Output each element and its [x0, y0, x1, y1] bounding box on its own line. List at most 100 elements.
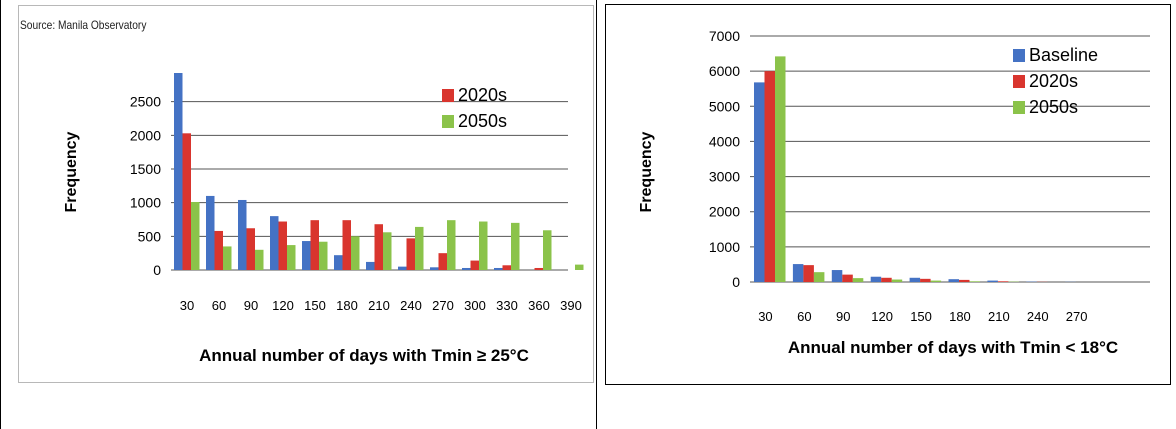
bar-2050s-390	[575, 264, 584, 270]
bar-2020s-60	[214, 230, 223, 270]
legend-label-2020s: 2020s	[458, 85, 507, 105]
x-tick-label: 30	[180, 298, 194, 313]
bar-baseline-60	[792, 264, 804, 282]
bar-baseline-150	[302, 241, 311, 270]
left-panel-border	[0, 0, 597, 429]
bar-2020s-210	[374, 224, 383, 270]
legend-label-2050s: 2050s	[458, 111, 507, 131]
y-axis-label: Frequency	[638, 131, 655, 212]
x-tick-label: 90	[836, 309, 850, 324]
y-tick-label: 7000	[709, 28, 740, 44]
bar-baseline-300	[462, 267, 471, 270]
bar-2020s-210	[997, 281, 1009, 282]
bar-baseline-30	[754, 82, 765, 282]
bar-baseline-210	[987, 280, 998, 282]
y-tick-label: 2000	[709, 204, 740, 220]
y-tick-label: 500	[138, 228, 162, 244]
legend-swatch-2020s	[1013, 75, 1025, 88]
bar-baseline-120	[870, 276, 882, 282]
x-axis-label: Annual number of days with Tmin ≥ 25°C	[199, 346, 529, 365]
x-tick-label: 210	[988, 309, 1010, 324]
x-tick-label: 270	[1066, 309, 1088, 324]
left-chart-frame	[18, 5, 594, 383]
y-axis-label: Frequency	[63, 131, 80, 212]
y-tick-label: 2500	[130, 94, 161, 110]
bar-2050s-150	[319, 241, 328, 270]
bar-2050s-60	[223, 246, 232, 270]
y-tick-label: 4000	[709, 133, 740, 149]
x-tick-label: 120	[272, 298, 294, 313]
legend-swatch-2050s	[1013, 101, 1025, 114]
x-tick-label: 240	[1027, 309, 1049, 324]
x-tick-label: 360	[528, 298, 550, 313]
bar-2050s-240	[415, 226, 424, 270]
y-tick-label: 3000	[709, 169, 740, 185]
bar-2020s-270	[438, 253, 447, 270]
bar-baseline-330	[494, 267, 503, 270]
bar-2050s-120	[287, 245, 296, 270]
bar-2050s-270	[447, 220, 456, 270]
bar-2020s-150	[310, 220, 319, 270]
legend-swatch-2050s	[442, 115, 454, 128]
tmin25-frequency-chart: 0 500 1000 1500 2000 2500 3000 30 60 90 120 150 180 2…	[63, 60, 584, 365]
bar-2020s-30	[764, 71, 775, 283]
bar-2050s-90	[255, 249, 264, 270]
bar-baseline-150	[909, 277, 921, 282]
bar-baseline-30	[174, 73, 183, 270]
x-tick-label: 150	[910, 309, 932, 324]
x-tick-label: 240	[400, 298, 422, 313]
bar-2050s-360	[543, 230, 552, 270]
bar-2020s-180	[959, 279, 970, 282]
x-tick-label: 270	[432, 298, 454, 313]
bar-2020s-180	[342, 220, 351, 270]
bar-baseline-210	[366, 261, 375, 270]
y-tick-label: 5000	[709, 98, 740, 114]
x-tick-label: 60	[797, 309, 811, 324]
y-tick-label: 2000	[130, 127, 161, 143]
x-axis-label: Annual number of days with Tmin < 18°C	[788, 338, 1118, 357]
bar-2050s-210	[383, 232, 392, 270]
bar-2050s-330	[511, 222, 520, 270]
bar-2050s-150	[930, 280, 942, 282]
x-tick-label: 330	[496, 298, 518, 313]
x-tick-label: 150	[304, 298, 326, 313]
y-tick-label: 1000	[130, 195, 161, 211]
y-tick-label: 6000	[709, 63, 740, 79]
legend-swatch-baseline	[1013, 49, 1025, 62]
bars-group	[754, 56, 1076, 283]
bars-group	[174, 73, 584, 270]
bar-2020s-60	[803, 265, 814, 282]
bar-baseline-90	[831, 270, 843, 282]
bar-baseline-180	[334, 255, 343, 270]
bar-baseline-120	[270, 216, 279, 270]
bar-2020s-90	[842, 274, 853, 282]
x-tick-label: 180	[949, 309, 971, 324]
bar-baseline-60	[206, 195, 215, 270]
legend-label-baseline: Baseline	[1029, 45, 1098, 65]
y-tick-label: 0	[153, 262, 161, 278]
bar-2050s-60	[813, 272, 825, 282]
x-tick-label: 60	[212, 298, 226, 313]
bar-2020s-360	[534, 267, 543, 270]
x-tick-label: 30	[758, 309, 772, 324]
bar-baseline-240	[398, 266, 407, 270]
bar-2020s-90	[246, 228, 255, 270]
y-tick-label: 1500	[130, 161, 161, 177]
bar-2050s-300	[479, 221, 488, 270]
legend-label-2050s: 2050s	[1029, 97, 1078, 117]
bar-baseline-90	[238, 199, 247, 270]
bar-2050s-30	[775, 56, 786, 282]
x-tick-label: 390	[560, 298, 582, 313]
right-chart-frame	[605, 4, 1171, 385]
x-tick-label: 180	[336, 298, 358, 313]
legend-swatch-2020s	[442, 89, 454, 102]
y-tick-label: 3000	[130, 60, 161, 76]
source-note: Source: Manila Observatory	[20, 18, 147, 32]
x-tick-label: 90	[244, 298, 258, 313]
bar-2020s-150	[920, 278, 931, 282]
legend-label-2020s: 2020s	[1029, 71, 1078, 91]
x-tick-label: 300	[464, 298, 486, 313]
x-tick-label: 120	[871, 309, 893, 324]
bar-2050s-120	[891, 279, 903, 282]
bar-2050s-90	[852, 278, 864, 282]
